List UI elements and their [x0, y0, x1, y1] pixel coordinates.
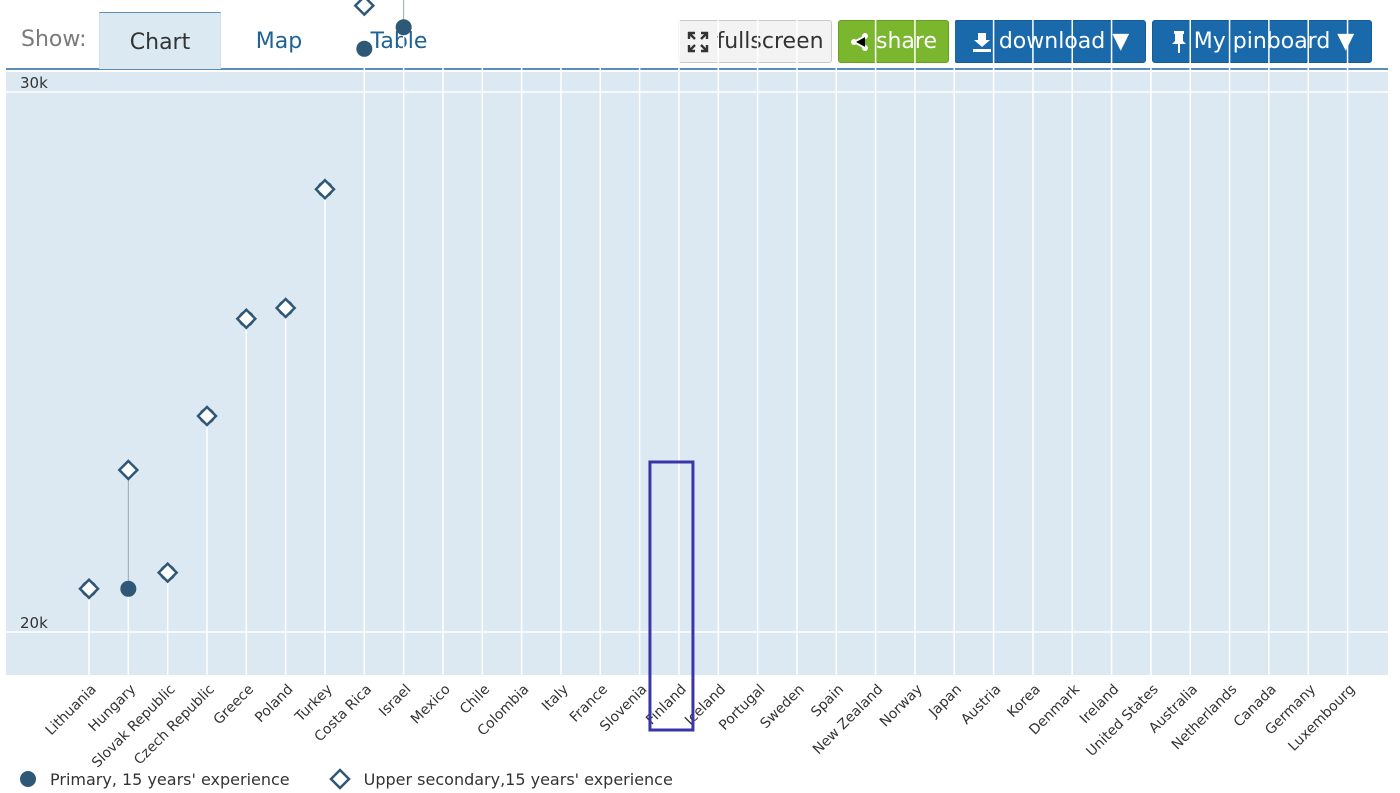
x-tick-label: New Zealand — [810, 682, 886, 758]
show-label: Show: — [21, 27, 87, 52]
tab-map[interactable]: Map — [255, 29, 303, 54]
fullscreen-label: fullscreen — [716, 29, 824, 54]
x-tick-label: Mexico — [408, 682, 454, 728]
legend: Primary, 15 years' experience Upper seco… — [18, 766, 711, 792]
upper-secondary-point[interactable] — [196, 405, 218, 427]
download-arrow-icon — [971, 31, 993, 53]
circle-marker-icon — [20, 771, 36, 787]
share-button[interactable]: share — [838, 20, 949, 63]
legend-label-primary: Primary, 15 years' experience — [50, 769, 290, 789]
x-tick-label: Norway — [877, 682, 926, 731]
diamond-marker-icon — [328, 768, 351, 790]
primary-point[interactable] — [356, 40, 373, 57]
pinboard-label: My pinboard ▼ — [1193, 29, 1355, 54]
x-tick-label: Greece — [211, 682, 258, 729]
upper-secondary-point[interactable] — [78, 578, 100, 600]
upper-secondary-point[interactable] — [235, 308, 258, 330]
data-stems — [88, 0, 1349, 675]
pinboard-button[interactable]: My pinboard ▼ — [1152, 20, 1372, 63]
y-axis-ticks: 20k30k40k50k60k70k80k90k100k110k120k — [20, 74, 48, 632]
download-label: download ▼ — [998, 29, 1130, 54]
data-markers — [78, 0, 412, 600]
primary-point[interactable] — [120, 580, 137, 597]
x-tick-label: Italy — [539, 682, 572, 715]
legend-item-upper-secondary[interactable]: Upper secondary,15 years' experience — [328, 767, 673, 791]
gridlines — [6, 91, 1388, 633]
finland-highlight-box — [648, 460, 695, 732]
x-tick-label: Sweden — [757, 682, 807, 732]
legend-label-upper-secondary: Upper secondary,15 years' experience — [363, 769, 673, 789]
x-tick-label: Chile — [457, 682, 493, 718]
upper-secondary-point[interactable] — [353, 0, 376, 17]
share-label: share — [876, 29, 937, 54]
y-tick-label: 20k — [20, 614, 48, 632]
x-tick-label: Austria — [958, 682, 1004, 728]
share-nodes-icon — [850, 32, 870, 52]
x-tick-label: Poland — [252, 682, 296, 726]
expand-arrows-icon — [686, 30, 710, 54]
pin-icon — [1170, 30, 1188, 54]
upper-secondary-point[interactable] — [314, 178, 336, 200]
tab-chart[interactable]: Chart — [99, 12, 221, 69]
plot-background — [6, 72, 1388, 675]
upper-secondary-point[interactable] — [156, 561, 179, 584]
y-tick-label: 30k — [20, 74, 48, 92]
primary-point[interactable] — [395, 19, 412, 36]
download-button[interactable]: download ▼ — [954, 20, 1146, 63]
legend-item-primary[interactable]: Primary, 15 years' experience — [18, 769, 290, 789]
upper-secondary-point[interactable] — [274, 297, 297, 319]
chart-toolbar: Show: Chart Map Table fullscreen share — [6, 12, 1388, 70]
upper-secondary-point[interactable] — [117, 459, 140, 481]
range-connectors — [127, 0, 405, 589]
fullscreen-button[interactable]: fullscreen — [678, 20, 832, 63]
